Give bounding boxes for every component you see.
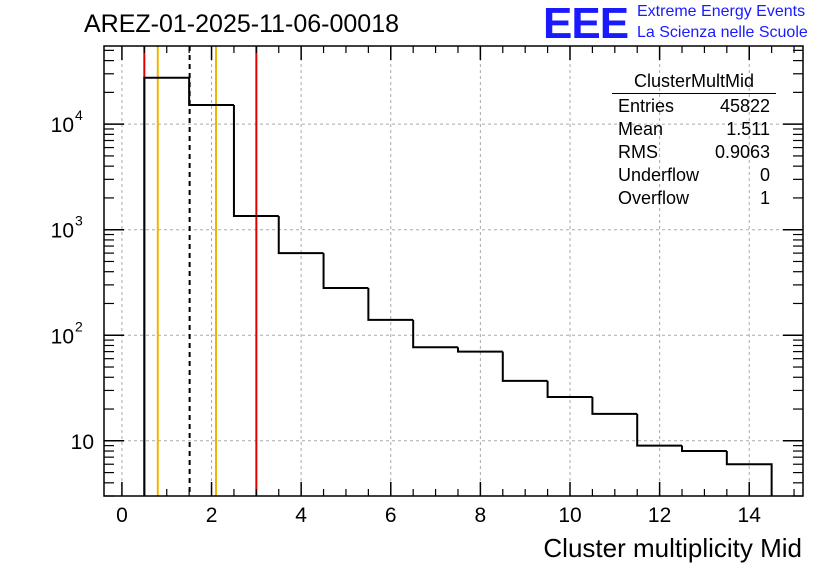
logo-subtitle-2: La Scienza nelle Scuole — [637, 24, 808, 41]
stats-box: ClusterMultMid Entries 45822 Mean 1.511 … — [612, 71, 776, 210]
stats-label: Underflow — [618, 165, 700, 185]
logo-subtitle-1: Extreme Energy Events — [637, 3, 806, 20]
stats-value: 45822 — [719, 96, 770, 116]
x-tick-label: 2 — [206, 504, 218, 527]
y-tick-label: 10 — [71, 431, 94, 454]
stats-label: RMS — [618, 142, 658, 162]
stats-name: ClusterMultMid — [612, 71, 776, 94]
histogram-bars — [143, 76, 773, 496]
stats-label: Overflow — [618, 188, 690, 208]
x-tick-label: 0 — [116, 504, 128, 527]
y-tick-label: 10 4 — [51, 107, 83, 137]
stats-value: 0 — [759, 165, 770, 185]
histogram-bin — [367, 288, 414, 321]
y-tick-base: 10 — [51, 220, 74, 243]
stats-row-underflow: Underflow 0 — [612, 164, 776, 187]
stats-row-overflow: Overflow 1 — [612, 187, 776, 210]
stats-value: 1 — [759, 188, 770, 208]
x-tick-label: 4 — [295, 504, 307, 527]
x-tick-label: 10 — [558, 504, 581, 527]
eee-logo: EEE — [543, 0, 629, 48]
histogram-bin — [412, 319, 458, 349]
x-tick-label: 8 — [475, 504, 487, 527]
histogram-bin — [636, 413, 683, 447]
y-tick-exponent: 3 — [75, 213, 83, 229]
y-tick-exponent: 2 — [75, 318, 83, 334]
histogram-bin — [232, 104, 279, 217]
y-tick-label: 10 3 — [51, 213, 83, 243]
stats-label: Entries — [618, 96, 675, 116]
plot-frame — [103, 45, 804, 497]
histogram-bin — [277, 215, 324, 255]
x-tick-label: 14 — [738, 504, 762, 527]
y-tick-base: 10 — [71, 431, 94, 454]
x-tick-label: 12 — [648, 504, 671, 527]
stats-label: Mean — [618, 119, 664, 139]
histogram-bin — [681, 445, 727, 453]
histogram-bin — [188, 77, 234, 106]
grid-lines — [104, 46, 803, 496]
histogram-bin — [143, 76, 190, 496]
histogram-bin — [456, 347, 503, 353]
marker-lines — [143, 46, 258, 496]
stats-row-rms: RMS 0.9063 — [612, 141, 776, 164]
x-axis-label: Cluster multiplicity Mid — [543, 533, 802, 563]
stats-value: 0.9063 — [714, 142, 770, 162]
histogram-bin — [501, 351, 548, 382]
histogram-bin — [546, 380, 593, 399]
y-tick-exponent: 4 — [75, 107, 83, 123]
chart-title: AREZ-01-2025-11-06-00018 — [84, 10, 400, 38]
histogram-bin — [591, 397, 638, 415]
stats-value: 1.511 — [726, 119, 770, 139]
stats-row-entries: Entries 45822 — [612, 95, 776, 118]
y-tick-base: 10 — [51, 325, 74, 348]
stats-row-mean: Mean 1.511 — [612, 118, 776, 141]
y-tick-base: 10 — [51, 114, 74, 137]
x-tick-label: 6 — [385, 504, 397, 527]
y-tick-label: 10 2 — [51, 318, 83, 348]
histogram-bin — [725, 451, 773, 496]
histogram-bin — [322, 253, 369, 290]
